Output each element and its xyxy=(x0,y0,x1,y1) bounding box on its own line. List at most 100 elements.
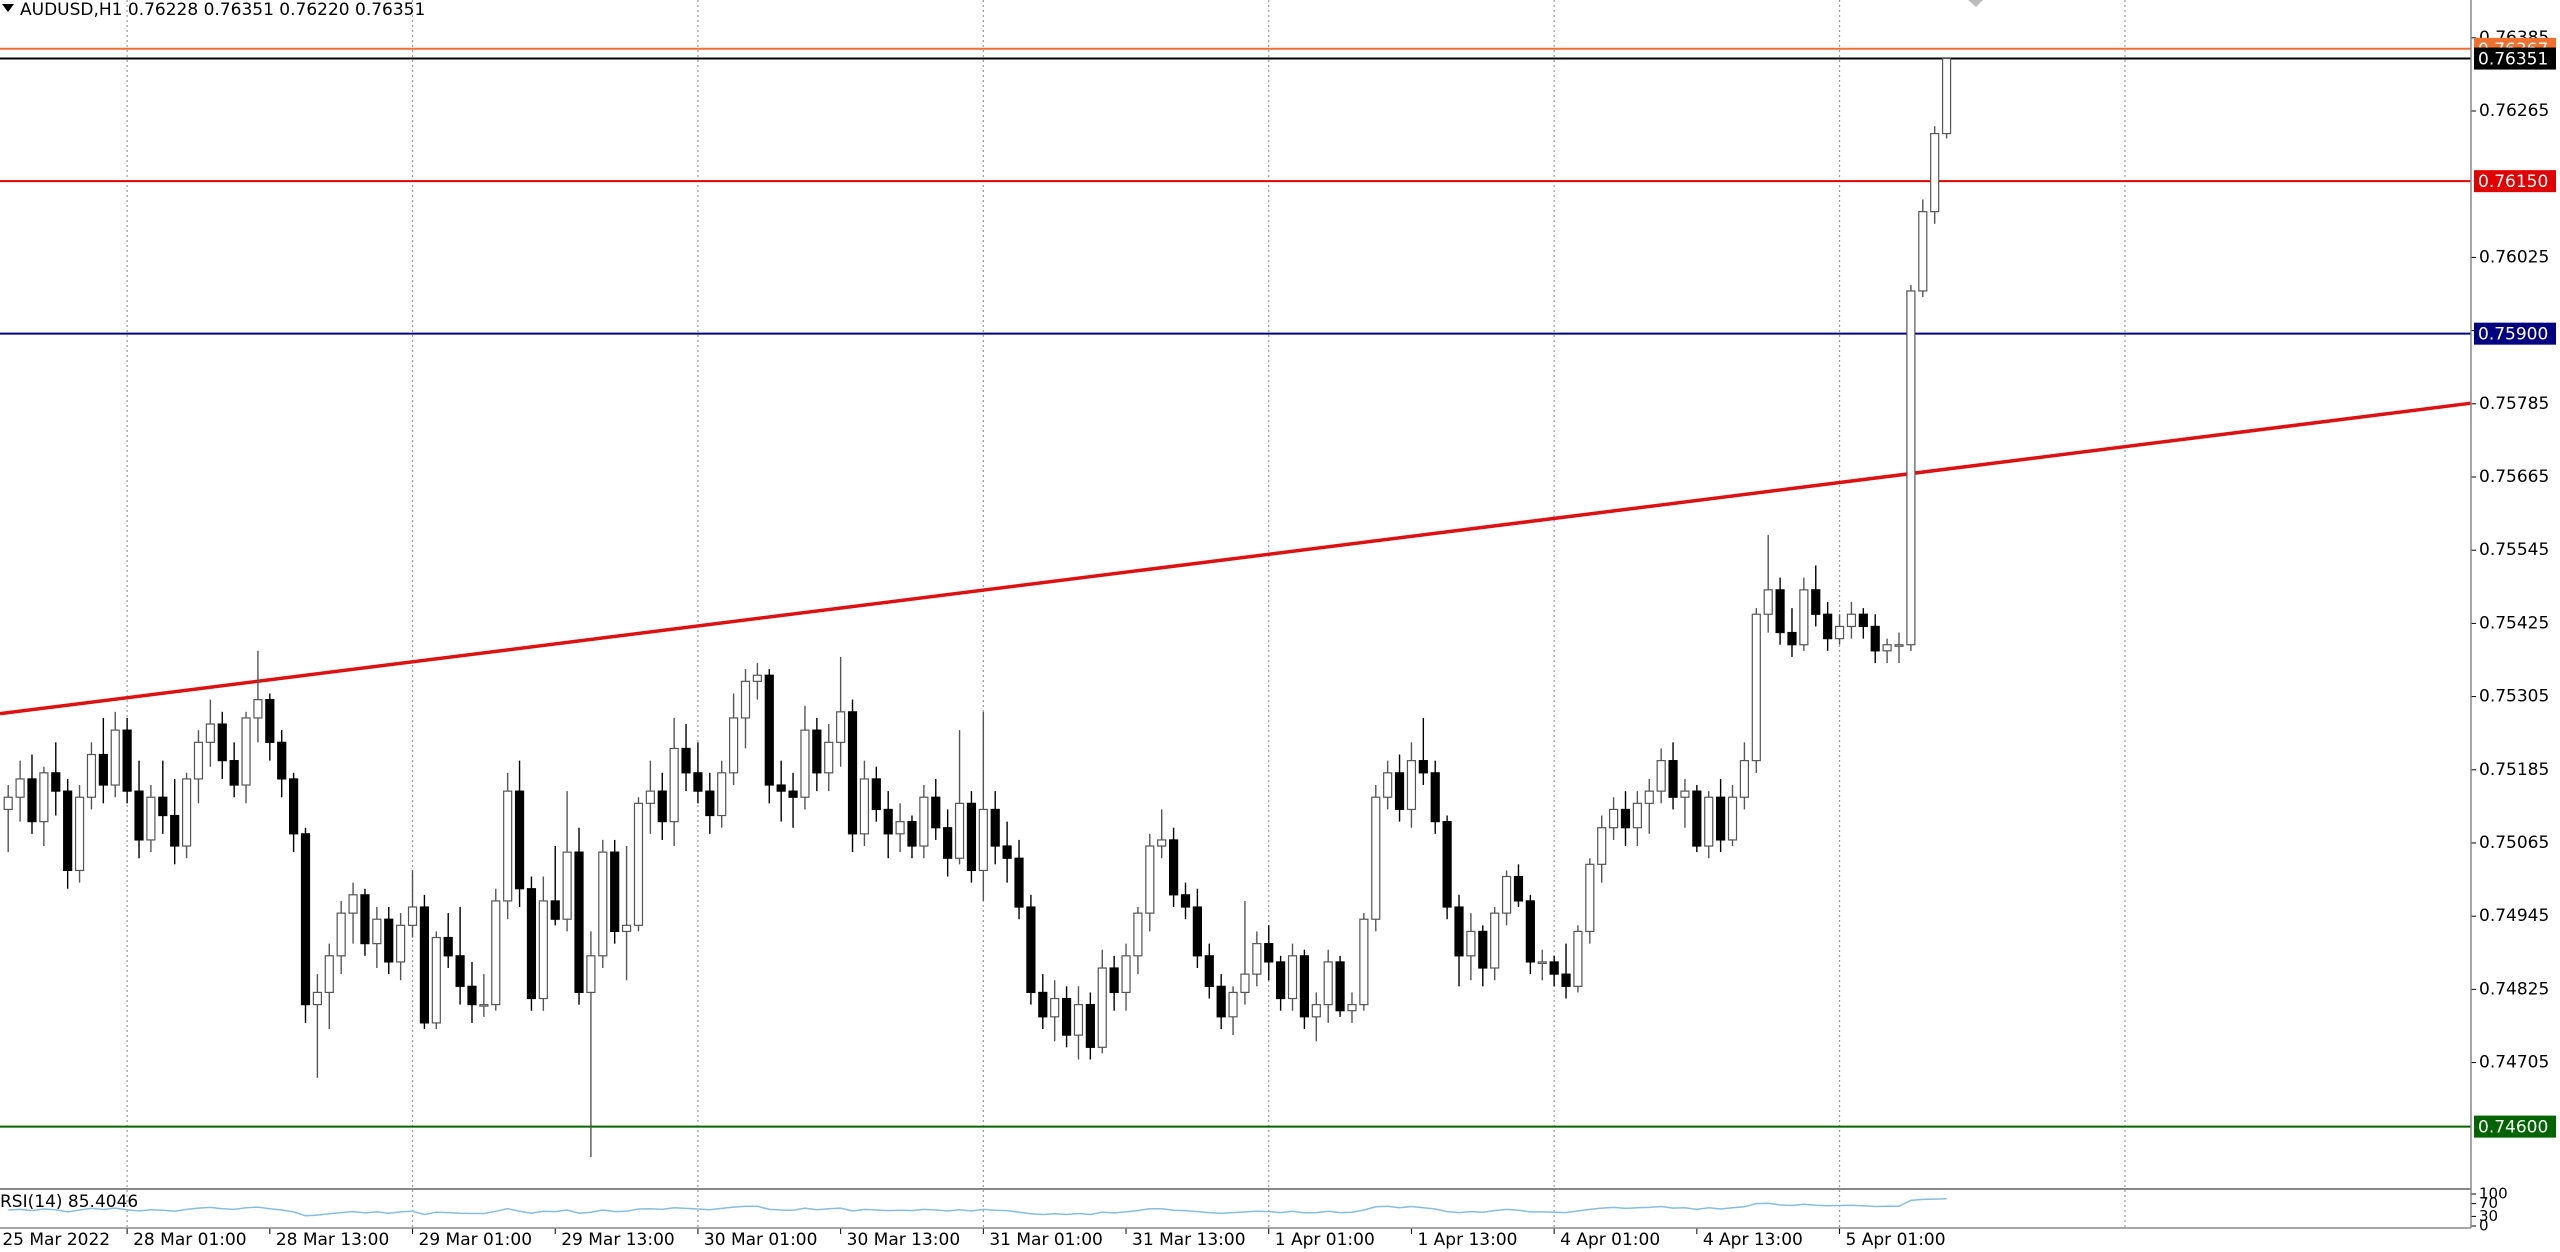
candle-body xyxy=(312,991,322,1006)
x-tick-label: 4 Apr 13:00 xyxy=(1703,1230,1803,1250)
candle-body xyxy=(1442,821,1452,908)
y-tick-label: 0.75545 xyxy=(2479,540,2549,560)
candle-body xyxy=(740,680,751,719)
y-tick-label: 0.75425 xyxy=(2479,613,2549,633)
candle-body xyxy=(1359,918,1369,1006)
candle-body xyxy=(1383,772,1393,798)
candle-body xyxy=(479,1004,489,1007)
candle-body xyxy=(1466,930,1476,957)
candle-body xyxy=(1644,790,1654,804)
rsi-tick-label: 30 xyxy=(2479,1207,2498,1225)
x-tick-label: 4 Apr 01:00 xyxy=(1560,1230,1660,1250)
candle-body xyxy=(1763,589,1773,615)
candle-body xyxy=(1632,802,1642,829)
candle-body xyxy=(764,674,774,786)
candle-body xyxy=(277,741,287,780)
candle-body xyxy=(1335,961,1345,1012)
candle-body xyxy=(788,790,798,798)
candle-body xyxy=(1050,997,1060,1018)
candle-body xyxy=(134,790,144,841)
rsi-line xyxy=(8,1197,1947,1217)
x-tick-label: 1 Apr 13:00 xyxy=(1417,1230,1517,1250)
candle-body xyxy=(455,955,465,987)
candle-body xyxy=(1941,57,1952,135)
candle-body xyxy=(289,778,299,835)
candle-body xyxy=(51,772,61,792)
candle-body xyxy=(15,778,25,798)
candle-body xyxy=(217,723,227,762)
candle-body xyxy=(1894,644,1904,647)
candle-body xyxy=(1002,845,1012,859)
level-label: 0.76351 xyxy=(2478,50,2548,70)
candle-body xyxy=(919,796,929,847)
candle-body xyxy=(883,808,893,835)
candle-body xyxy=(1216,985,1226,1018)
candle-body xyxy=(1775,589,1785,634)
candle-body xyxy=(205,723,215,743)
candle-body xyxy=(1620,808,1631,829)
candle-body xyxy=(300,833,311,1006)
level-label-bg xyxy=(2474,1115,2556,1138)
candle-body xyxy=(1038,991,1048,1018)
candle-body xyxy=(158,796,168,817)
collapse-arrow[interactable] xyxy=(2,4,14,12)
candle-body xyxy=(943,827,953,859)
candle-body xyxy=(1418,760,1428,774)
x-tick-label: 25 Mar 2022 xyxy=(2,1230,110,1250)
candle-body xyxy=(657,790,667,823)
candle-body xyxy=(1311,1004,1321,1018)
level-label-bg xyxy=(2474,170,2556,193)
candle-body xyxy=(812,729,822,774)
candle-body xyxy=(443,936,453,957)
candle-body xyxy=(717,772,727,817)
candle-body xyxy=(669,747,679,823)
candle-body xyxy=(1371,796,1381,920)
candle-body xyxy=(1085,1004,1095,1048)
candle-body xyxy=(1751,613,1761,762)
y-tick-label: 0.75185 xyxy=(2479,760,2549,780)
x-tick-label: 30 Mar 01:00 xyxy=(704,1230,818,1250)
x-tick-label: 28 Mar 01:00 xyxy=(133,1230,247,1250)
candle-body xyxy=(181,778,192,847)
chart-title: AUDUSD,H1 0.76228 0.76351 0.76220 0.7635… xyxy=(20,0,425,20)
candle-body xyxy=(1597,827,1607,865)
candle-body xyxy=(1478,930,1488,969)
candle-body xyxy=(241,717,251,786)
candle-body xyxy=(1537,961,1547,965)
candle-body xyxy=(229,760,239,786)
candle-body xyxy=(1834,625,1845,640)
candle-body xyxy=(978,808,988,872)
candle-body xyxy=(193,741,204,780)
candle-body xyxy=(1454,906,1464,957)
candle-body xyxy=(253,699,263,719)
candle-body xyxy=(39,772,49,823)
y-tick-label: 0.75785 xyxy=(2479,394,2549,414)
candle-body xyxy=(265,699,275,743)
candle-body xyxy=(170,814,180,847)
shift-marker xyxy=(1968,0,1983,7)
candle-body xyxy=(1169,839,1179,896)
candle-body xyxy=(1276,961,1286,1000)
rsi-label: RSI(14) 85.4046 xyxy=(0,1192,138,1212)
candle-body xyxy=(1716,796,1726,841)
candle-body xyxy=(324,955,334,994)
y-tick-label: 0.74705 xyxy=(2479,1053,2549,1073)
candle-body xyxy=(1109,967,1119,994)
y-tick-label: 0.75665 xyxy=(2479,467,2549,487)
candle-body xyxy=(431,936,441,1024)
marks xyxy=(0,47,2472,1217)
candle-body xyxy=(1870,625,1880,652)
candle-body xyxy=(1347,1004,1357,1012)
x-tick-label: 31 Mar 01:00 xyxy=(989,1230,1103,1250)
candle-body xyxy=(1264,943,1274,963)
candle-body xyxy=(752,674,762,682)
candle-body xyxy=(1490,912,1500,969)
candle-body xyxy=(384,918,394,963)
candle-body xyxy=(693,772,703,792)
candle-body xyxy=(1323,961,1333,1006)
candle-body xyxy=(1787,631,1797,646)
candle-body xyxy=(681,747,691,774)
level-label: 0.74600 xyxy=(2478,1118,2548,1138)
